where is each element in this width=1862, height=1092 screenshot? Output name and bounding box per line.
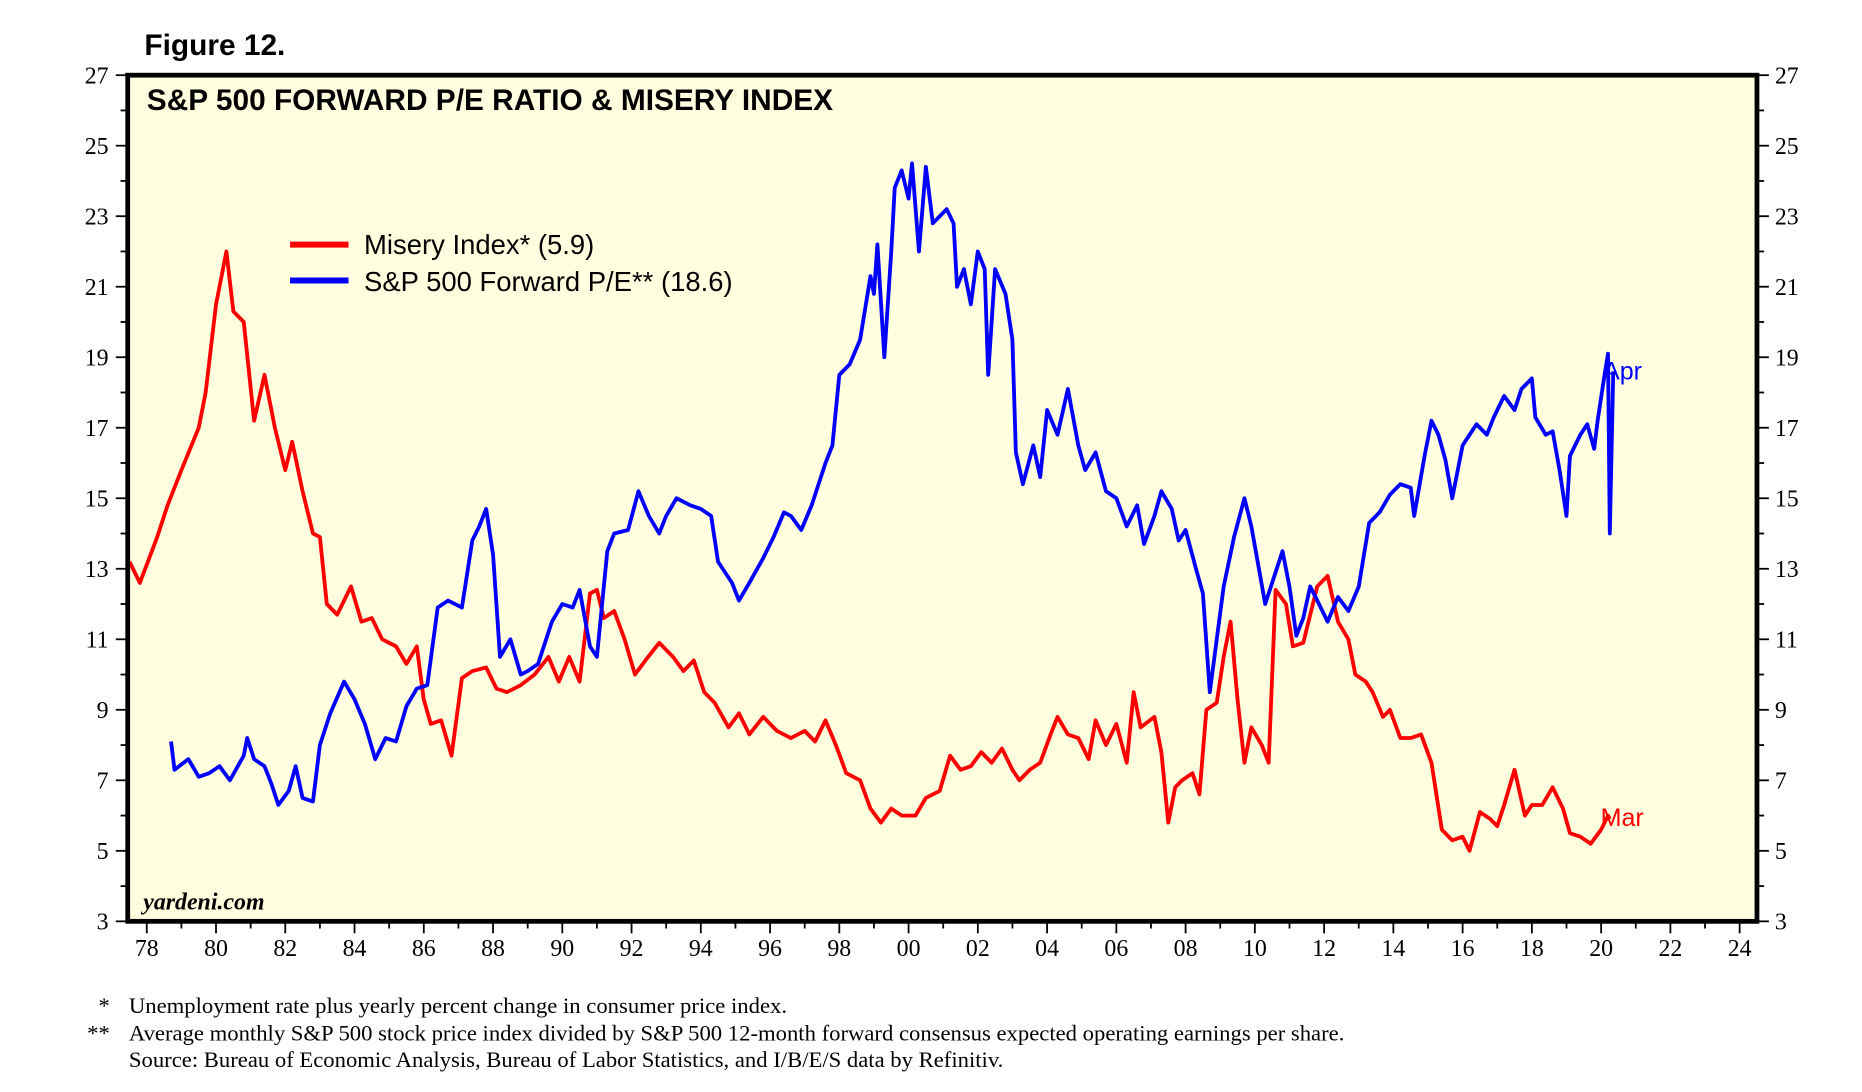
y-tick-label-left: 27 [85,64,109,90]
footnote-mark: ** [87,1021,110,1046]
x-tick-label: 84 [343,936,367,962]
x-tick-label: 86 [412,936,436,962]
y-tick-label-left: 5 [97,839,109,865]
y-tick-label-left: 17 [85,416,109,442]
x-tick-label: 90 [550,936,574,962]
y-tick-label-right: 13 [1775,557,1799,583]
watermark: yardeni.com [140,889,264,915]
footnote-text: Unemployment rate plus yearly percent ch… [129,993,787,1018]
footnote-text: Average monthly S&P 500 stock price inde… [129,1021,1344,1046]
y-tick-label-left: 3 [97,910,109,936]
x-tick-label: 12 [1312,936,1336,962]
x-tick-label: 06 [1104,936,1128,962]
x-tick-label: 16 [1451,936,1475,962]
x-tick-label: 78 [135,936,159,962]
legend-label-misery: Misery Index* (5.9) [364,229,594,260]
y-tick-label-right: 9 [1775,698,1787,724]
legend: Misery Index* (5.9) S&P 500 Forward P/E*… [290,229,733,297]
plot-frame [125,72,1760,924]
x-tick-label: 92 [620,936,644,962]
footnote-mark: * [98,993,109,1018]
y-tick-label-right: 25 [1775,134,1799,160]
footnotes: * Unemployment rate plus yearly percent … [87,993,1344,1072]
y-tick-label-left: 19 [85,346,109,372]
y-tick-label-right: 5 [1775,839,1787,865]
y-tick-label-right: 3 [1775,910,1787,936]
x-tick-label: 08 [1174,936,1198,962]
y-tick-label-left: 11 [86,628,109,654]
y-tick-label-left: 15 [85,487,109,513]
y-tick-label-right: 15 [1775,487,1799,513]
chart-title: S&P 500 FORWARD P/E RATIO & MISERY INDEX [147,84,833,117]
x-tick-label: 00 [897,936,921,962]
y-tick-label-left: 25 [85,134,109,160]
y-tick-label-right: 27 [1775,64,1799,90]
figure-label: Figure 12. [144,29,285,62]
x-tick-label: 88 [481,936,505,962]
x-tick-label: 82 [273,936,297,962]
y-tick-label-right: 23 [1775,205,1799,231]
footnote-source: Source: Bureau of Economic Analysis, Bur… [129,1047,1003,1072]
y-tick-label-right: 11 [1775,628,1798,654]
y-tick-label-left: 23 [85,205,109,231]
x-tick-label: 94 [689,936,713,962]
x-tick-label: 80 [204,936,228,962]
y-tick-label-right: 19 [1775,346,1799,372]
end-label-pe: Apr [1603,358,1642,386]
forward-pe-line [169,161,1616,807]
x-tick-label: 18 [1520,936,1544,962]
y-tick-label-left: 9 [97,698,109,724]
x-tick-label: 20 [1589,936,1613,962]
x-tick-label: 10 [1243,936,1267,962]
misery-index-line [127,249,1612,853]
y-tick-label-right: 17 [1775,416,1799,442]
axes: 3 3 5 5 7 7 9 9 11 11 13 13 15 15 17 17 19 19 21 21 23 23 25 25… [85,64,1799,962]
y-tick-label-left: 21 [85,275,109,301]
y-tick-label-left: 13 [85,557,109,583]
end-label-misery: Mar [1601,804,1644,832]
y-tick-label-right: 21 [1775,275,1799,301]
x-tick-label: 04 [1035,936,1059,962]
y-tick-label-left: 7 [97,769,109,795]
x-tick-label: 22 [1658,936,1682,962]
x-tick-label: 14 [1381,936,1405,962]
x-tick-label: 98 [827,936,851,962]
x-tick-label: 02 [966,936,990,962]
y-tick-label-right: 7 [1775,769,1787,795]
plot-area [127,75,1757,922]
series-lines [127,161,1616,853]
legend-label-pe: S&P 500 Forward P/E** (18.6) [364,266,733,297]
x-tick-label: 96 [758,936,782,962]
x-tick-label: 24 [1728,936,1752,962]
